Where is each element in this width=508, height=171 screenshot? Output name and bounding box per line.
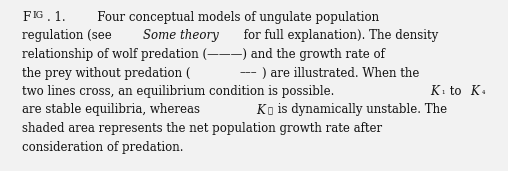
Text: ₄: ₄ — [482, 89, 485, 96]
Text: relationship of wolf predation (———) and the growth rate of: relationship of wolf predation (———) and… — [22, 48, 385, 61]
Text: ₁: ₁ — [441, 89, 444, 96]
Text: ℓ: ℓ — [268, 107, 273, 115]
Text: K: K — [470, 85, 480, 98]
Text: two lines cross, an equilibrium condition is possible.: two lines cross, an equilibrium conditio… — [22, 85, 338, 98]
Text: . 1.: . 1. — [47, 11, 77, 24]
Text: are stable equilibria, whereas: are stable equilibria, whereas — [22, 103, 204, 116]
Text: K: K — [430, 85, 438, 98]
Text: for full explanation). The density: for full explanation). The density — [240, 30, 438, 43]
Text: shaded area represents the net population growth rate after: shaded area represents the net populatio… — [22, 122, 382, 135]
Text: consideration of predation.: consideration of predation. — [22, 141, 183, 154]
Text: is dynamically unstable. The: is dynamically unstable. The — [274, 103, 448, 116]
Text: regulation (see: regulation (see — [22, 30, 115, 43]
Text: ) are illustrated. When the: ) are illustrated. When the — [262, 67, 420, 80]
Text: –––: ––– — [239, 67, 257, 80]
Text: Some theory: Some theory — [143, 30, 218, 43]
Text: K: K — [257, 103, 265, 116]
Text: the prey without predation (: the prey without predation ( — [22, 67, 190, 80]
Text: Four conceptual models of ungulate population: Four conceptual models of ungulate popul… — [85, 11, 378, 24]
Text: IG: IG — [33, 11, 44, 20]
Text: to: to — [446, 85, 465, 98]
Text: F: F — [22, 11, 30, 24]
